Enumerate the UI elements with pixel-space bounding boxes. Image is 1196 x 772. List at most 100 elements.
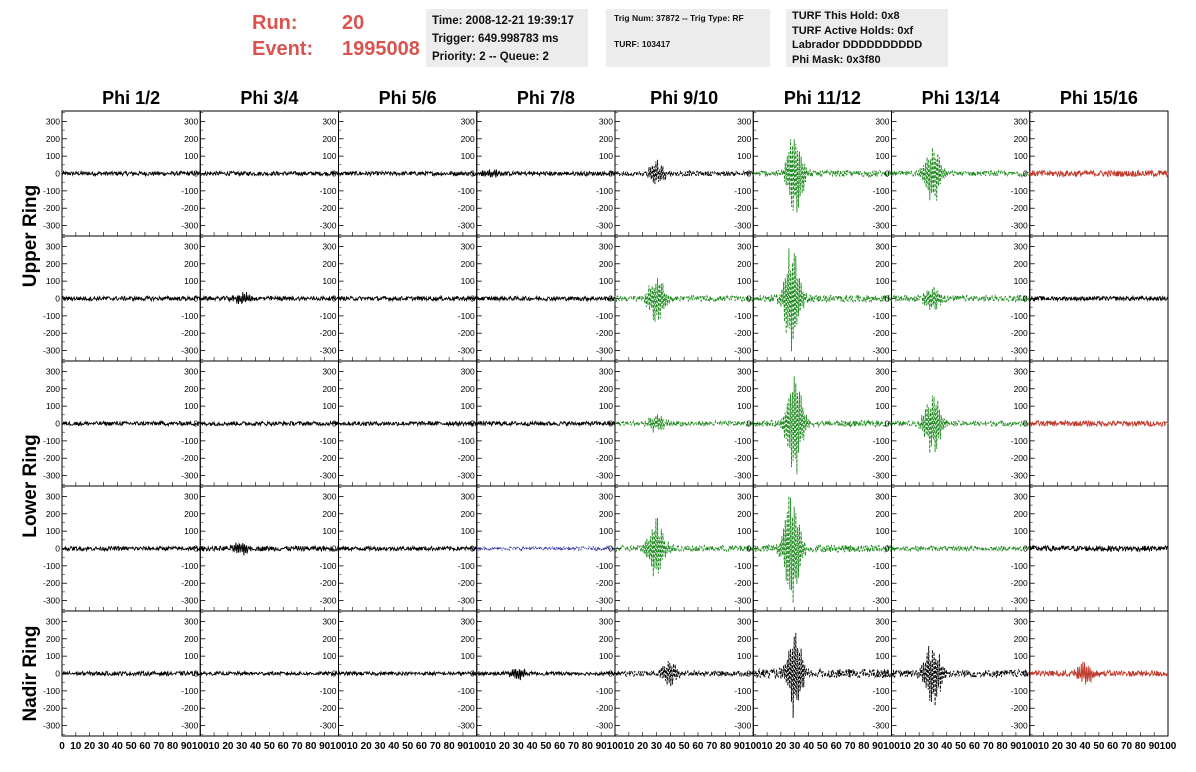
y-tick-label: -300 [872,471,889,481]
x-tick-label: 80 [305,741,317,752]
waveform-trace [199,420,339,427]
y-tick-label: 0 [1023,294,1028,304]
y-tick-label: 200 [322,509,336,519]
x-tick-label: 70 [1121,741,1133,752]
y-tick-label: 200 [322,384,336,394]
waveform-trace [338,420,478,428]
x-tick-label: 60 [139,741,151,752]
y-tick-label: 100 [875,151,889,161]
ring-label: Nadir Ring [20,625,41,721]
y-tick-label: -100 [458,436,475,446]
y-tick-label: 200 [46,259,60,269]
y-tick-label: -100 [319,436,336,446]
y-tick-label: -300 [458,721,475,731]
y-tick-label: -300 [872,596,889,606]
panel-frame [752,610,892,737]
x-tick-label: 90 [872,741,884,752]
y-tick-label: 300 [737,616,751,626]
x-tick-label: 50 [402,741,414,752]
y-tick-label: -100 [872,311,889,321]
waveform-trace [752,496,892,604]
y-tick-label: -100 [319,561,336,571]
y-tick-label: 100 [875,651,889,661]
y-tick-label: 200 [737,509,751,519]
y-tick-label: -100 [458,686,475,696]
y-tick-label: 200 [875,634,889,644]
y-tick-label: 100 [737,401,751,411]
y-tick-label: -100 [1011,186,1028,196]
y-tick-label: 0 [332,544,337,554]
y-tick-label: -300 [734,596,751,606]
y-tick-label: 100 [461,401,475,411]
y-tick-label: -300 [181,471,198,481]
y-tick-label: -300 [1011,596,1028,606]
x-tick-label: 70 [291,741,303,752]
y-tick-label: 200 [184,634,198,644]
x-tick-label: 20 [222,741,234,752]
y-tick-label: 0 [747,169,752,179]
y-tick-label: -300 [458,471,475,481]
y-tick-label: 100 [184,651,198,661]
y-tick-label: 100 [46,276,60,286]
x-tick-label: 50 [126,741,138,752]
y-tick-label: -200 [458,203,475,213]
y-tick-label: -100 [43,436,60,446]
x-tick-label: 70 [153,741,165,752]
y-tick-label: 300 [1014,616,1028,626]
waveform-trace [1029,544,1169,553]
run-label: Run: [252,12,298,34]
x-tick-label: 80 [858,741,870,752]
y-tick-label: 200 [46,134,60,144]
x-tick-label: 90 [596,741,608,752]
y-tick-label: -200 [596,578,613,588]
y-tick-label: 0 [608,294,613,304]
y-tick-label: 300 [322,366,336,376]
y-tick-label: 300 [875,366,889,376]
y-tick-label: 300 [46,491,60,501]
x-tick-label: 80 [444,741,456,752]
y-tick-label: 200 [737,384,751,394]
y-tick-label: 100 [46,526,60,536]
x-tick-label: 60 [831,741,843,752]
waveform-trace [476,169,616,178]
y-tick-label: 0 [747,419,752,429]
y-tick-label: 300 [875,116,889,126]
x-tick-label: 30 [789,741,801,752]
y-tick-label: -100 [1011,436,1028,446]
y-tick-label: 200 [46,384,60,394]
y-tick-label: -200 [1011,578,1028,588]
y-tick-label: 0 [332,169,337,179]
y-tick-label: -200 [43,703,60,713]
y-tick-label: 200 [737,134,751,144]
y-tick-label: 0 [608,544,613,554]
x-tick-label: 40 [1079,741,1091,752]
waveform-trace [338,169,478,178]
y-tick-label: 300 [184,616,198,626]
y-tick-label: 100 [875,276,889,286]
y-tick-label: -300 [43,471,60,481]
y-tick-label: -300 [319,346,336,356]
x-tick-label: 100 [192,741,209,752]
y-tick-label: -300 [43,596,60,606]
waveform-trace [1029,661,1169,685]
y-tick-label: 0 [332,669,337,679]
waveform-trace [200,169,339,178]
y-tick-label: 0 [55,419,60,429]
y-tick-label: 100 [46,401,60,411]
y-tick-label: -300 [458,346,475,356]
y-tick-label: -100 [458,561,475,571]
waveform-trace [752,139,892,213]
waveform-trace [199,670,339,677]
y-tick-label: 300 [875,491,889,501]
trigger-line: Trigger: 649.998783 ms [432,33,559,45]
y-tick-label: 300 [322,116,336,126]
y-tick-label: 0 [608,419,613,429]
y-tick-label: 300 [461,366,475,376]
waveform-trace [476,294,616,303]
y-tick-label: -200 [43,453,60,463]
x-tick-label: 0 [59,741,65,752]
x-tick-label: 10 [70,741,82,752]
y-tick-label: -300 [458,596,475,606]
y-tick-label: 0 [885,169,890,179]
